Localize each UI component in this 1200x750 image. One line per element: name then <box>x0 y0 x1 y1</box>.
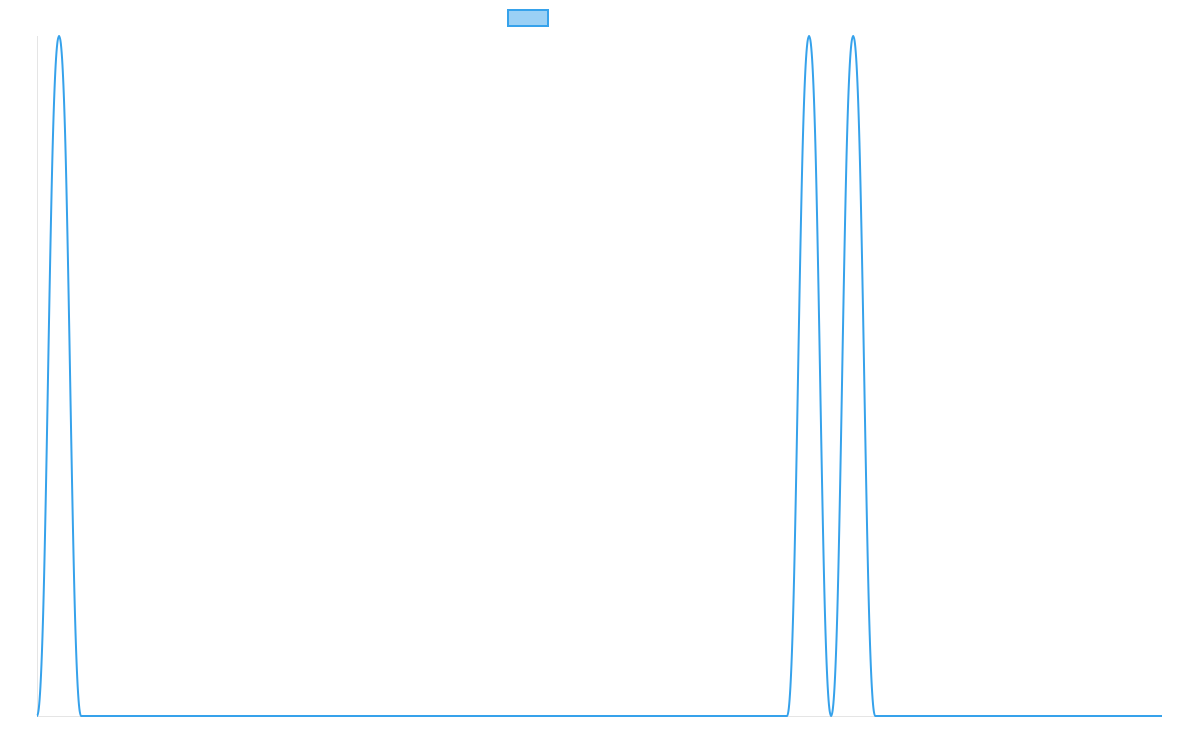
line-series <box>36 34 1162 718</box>
legend-swatch <box>507 9 549 27</box>
